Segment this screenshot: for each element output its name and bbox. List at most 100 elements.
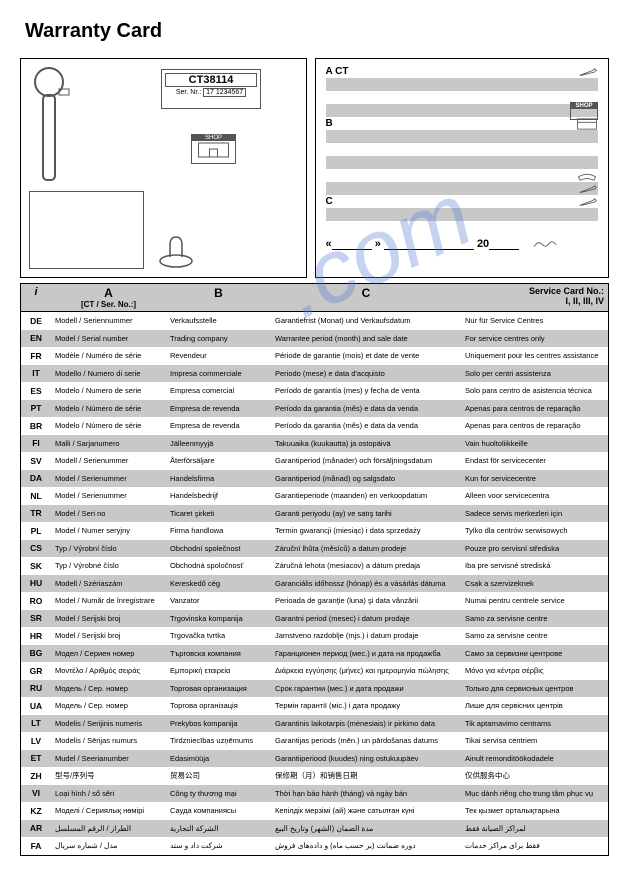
col-period: Garanti periyodu (ay) ve satış tarihi	[271, 509, 461, 518]
lang-code: PT	[21, 403, 51, 413]
col-model: Modèle / Numéro de série	[51, 351, 166, 360]
col-service: Uniquement pour les centres assistance	[461, 351, 608, 360]
lang-code: FI	[21, 438, 51, 448]
col-model: الطراز / الرقم المسلسل	[51, 824, 166, 833]
stamp-icon	[156, 229, 196, 269]
header-c: C	[271, 284, 461, 311]
col-period: Garantijas periods (mēn.) un pārdošanas …	[271, 736, 461, 745]
hand-icon	[578, 67, 598, 77]
col-model: Model / Serienummer	[51, 491, 166, 500]
col-service: Apenas para centros de reparação	[461, 421, 608, 430]
table-row: ZH型号/序列号贸易公司保修期（月）和销售日期仅供服务中心	[21, 767, 608, 785]
table-row: KZМоделі / Сериялық нөміріСауда компания…	[21, 802, 608, 820]
table-row: BRModelo / Número de sérieEmpresa de rev…	[21, 417, 608, 435]
header-info: i	[21, 284, 51, 311]
lang-code: DA	[21, 473, 51, 483]
col-model: Μοντέλο / Αριθμός σειράς	[51, 666, 166, 675]
col-service: Тек қызмет орталықтарына	[461, 806, 608, 815]
col-period: Garantiefrist (Monat) und Verkaufsdatum	[271, 316, 461, 325]
table-row: FRModèle / Numéro de sérieRevendeurPério…	[21, 347, 608, 365]
card-icon	[576, 118, 598, 130]
col-model: Моделі / Сериялық нөмірі	[51, 806, 166, 815]
lang-code: LT	[21, 718, 51, 728]
col-service: فقط برای مراکز خدمات	[461, 841, 608, 850]
col-company: Сауда компаниясы	[166, 806, 271, 815]
header-a: A [CT / Ser. No.:]	[51, 284, 166, 311]
lang-code: ES	[21, 386, 51, 396]
lang-code: ET	[21, 753, 51, 763]
col-service: Vain huoltoliikkeille	[461, 439, 608, 448]
col-period: Garanciális időhossz (hónap) és a vásárl…	[271, 579, 461, 588]
page-title: Warranty Card	[0, 0, 629, 58]
serial-number: 17 1234567	[203, 88, 246, 97]
col-service: Ainult remonditöökodadele	[461, 754, 608, 763]
col-service: Solo para centro de asistencia técnica	[461, 386, 608, 395]
col-service: Tik aptarnavimo centrams	[461, 719, 608, 728]
col-period: دوره ضمانت (بر حسب ماه) و داده‌های فروش	[271, 841, 461, 850]
col-model: Typ / Výrobné číslo	[51, 561, 166, 570]
col-model: Loại hình / số sêri	[51, 789, 166, 798]
table-header: i A [CT / Ser. No.:] B C Service Card No…	[21, 284, 608, 312]
col-company: Trgovinska kompanija	[166, 614, 271, 623]
table-row: NLModel / SerienummerHandelsbedrijfGaran…	[21, 487, 608, 505]
col-service: Iba pre servisné strediská	[461, 561, 608, 570]
col-company: Impresa commerciale	[166, 369, 271, 378]
table-row: PTModelo / Número de sérieEmpresa de rev…	[21, 400, 608, 418]
col-model: Mudel / Seerianumber	[51, 754, 166, 763]
col-company: شرکت داد و ستد	[166, 841, 271, 850]
table-row: RUМодель / Сер. номерТорговая организаци…	[21, 680, 608, 698]
col-company: 贸易公司	[166, 770, 271, 781]
col-company: Verkaufsstelle	[166, 316, 271, 325]
col-period: Jamstveno razdoblje (mjs.) i datum proda…	[271, 631, 461, 640]
col-model: Modelo / Numero de serie	[51, 386, 166, 395]
col-service: Samo za servisne centre	[461, 614, 608, 623]
lang-code: BR	[21, 421, 51, 431]
col-service: Solo per centri assistenza	[461, 369, 608, 378]
serial-prefix: Ser. Nr.:	[176, 89, 201, 96]
table-row: ARالطراز / الرقم المسلسلالشركة التجاريةم…	[21, 820, 608, 838]
col-service: Само за сервизни центрове	[461, 649, 608, 658]
col-company: Edasimüüja	[166, 754, 271, 763]
lang-code: SR	[21, 613, 51, 623]
col-model: Modell / Szériaszám	[51, 579, 166, 588]
col-model: Modelis / Sērijas numurs	[51, 736, 166, 745]
col-company: Kereskedő cég	[166, 579, 271, 588]
lang-code: SK	[21, 561, 51, 571]
col-period: Período da garantia (mês) e data da vend…	[271, 421, 461, 430]
col-model: Malli / Sarjanumero	[51, 439, 166, 448]
col-company: Trading company	[166, 334, 271, 343]
col-service: Лише для сервісних центрів	[461, 701, 608, 710]
table-row: FAمدل / شماره سریالشرکت داد و ستددوره ضم…	[21, 837, 608, 855]
table-row: SVModell / SerienummerÅterförsäljareGara…	[21, 452, 608, 470]
lang-code: ZH	[21, 771, 51, 781]
col-period: Garantni period (mesec) i datum prodaje	[271, 614, 461, 623]
table-row: DAModel / SerienummerHandelsfirmaGaranti…	[21, 470, 608, 488]
col-period: Срок гарантии (мес.) и дата продажи	[271, 684, 461, 693]
lang-code: LV	[21, 736, 51, 746]
inner-box	[29, 191, 144, 269]
col-period: 保修期（月）和销售日期	[271, 770, 461, 781]
section-a-title: A CT	[326, 65, 599, 78]
col-company: Công ty thương mại	[166, 789, 271, 798]
warranty-table: i A [CT / Ser. No.:] B C Service Card No…	[20, 283, 609, 856]
table-row: ETMudel / SeerianumberEdasimüüjaGarantii…	[21, 750, 608, 768]
col-model: 型号/序列号	[51, 770, 166, 781]
col-model: Модел / Сериен номер	[51, 649, 166, 658]
col-period: Гаранционен период (мес.) и дата на прод…	[271, 649, 461, 658]
table-row: SRModel / Serijski brojTrgovinska kompan…	[21, 610, 608, 628]
col-company: الشركة التجارية	[166, 824, 271, 833]
table-row: PLModel / Numer seryjnyFirma handlowaTer…	[21, 522, 608, 540]
date-row: « » 20	[326, 238, 599, 250]
col-service: لمراكز الصيانة فقط	[461, 824, 608, 833]
col-company: Торговая организация	[166, 684, 271, 693]
lang-code: DE	[21, 316, 51, 326]
col-company: Εμπορική εταιρεία	[166, 666, 271, 675]
col-service: Samo za servisne centre	[461, 631, 608, 640]
col-model: Model / Serienummer	[51, 474, 166, 483]
device-icon	[29, 67, 84, 187]
col-model: Model / Serijski broj	[51, 614, 166, 623]
col-service: For service centres only	[461, 334, 608, 343]
col-model: Typ / Výrobní číslo	[51, 544, 166, 553]
col-period: Garantiperiod (månad) og salgsdato	[271, 474, 461, 483]
col-period: Garantiperiod (månader) och försäljnings…	[271, 456, 461, 465]
